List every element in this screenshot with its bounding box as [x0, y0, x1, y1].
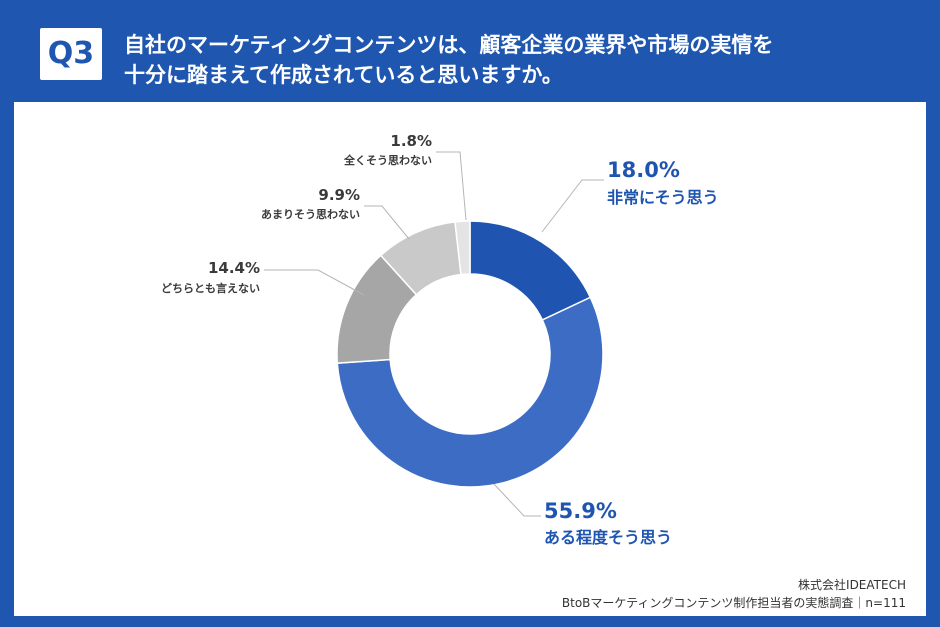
slice-value-label-5: 1.8% — [390, 132, 432, 150]
slice-value-label-1: 18.0% — [607, 158, 680, 182]
leader-line-3 — [264, 269, 365, 296]
slice-category-label-4: あまりそう思わない — [261, 208, 360, 221]
leader-line-4 — [364, 205, 410, 240]
slice-value-label-4: 9.9% — [318, 186, 360, 204]
leader-line-1 — [541, 179, 604, 233]
company-credit: 株式会社IDEATECH — [798, 578, 906, 592]
slice-category-label-5: 全くそう思わない — [343, 153, 432, 167]
chart-panel: 18.0% 非常にそう思う 55.9% ある程度そう思う 14.4% どちらとも言えない 9… — [14, 102, 926, 616]
leader-line-5 — [436, 151, 467, 221]
slice-value-label-2: 55.9% — [544, 499, 617, 523]
slice-category-label-3: どちらとも言えない — [161, 281, 260, 295]
slice-value-label-3: 14.4% — [208, 259, 260, 277]
slice-category-label-2: ある程度そう思う — [544, 528, 672, 547]
question-line-2: 十分に踏まえて作成されていると思いますか。 — [124, 63, 563, 87]
leader-line-2 — [493, 483, 541, 517]
donut-chart: 18.0% 非常にそう思う 55.9% ある程度そう思う 14.4% どちらとも言えない 9… — [161, 132, 719, 547]
question-title: 自社のマーケティングコンテンツは、顧客企業の業界や市場の実情を 十分に踏まえて作… — [124, 30, 904, 90]
slice-category-label-1: 非常にそう思う — [607, 188, 719, 207]
question-line-1: 自社のマーケティングコンテンツは、顧客企業の業界や市場の実情を — [124, 33, 774, 57]
donut-slice-5 — [454, 220, 471, 276]
donut-slice-2 — [336, 296, 604, 488]
survey-credit: BtoBマーケティングコンテンツ制作担当者の実態調査｜n=111 — [561, 596, 906, 610]
question-badge: Q3 — [40, 28, 102, 80]
